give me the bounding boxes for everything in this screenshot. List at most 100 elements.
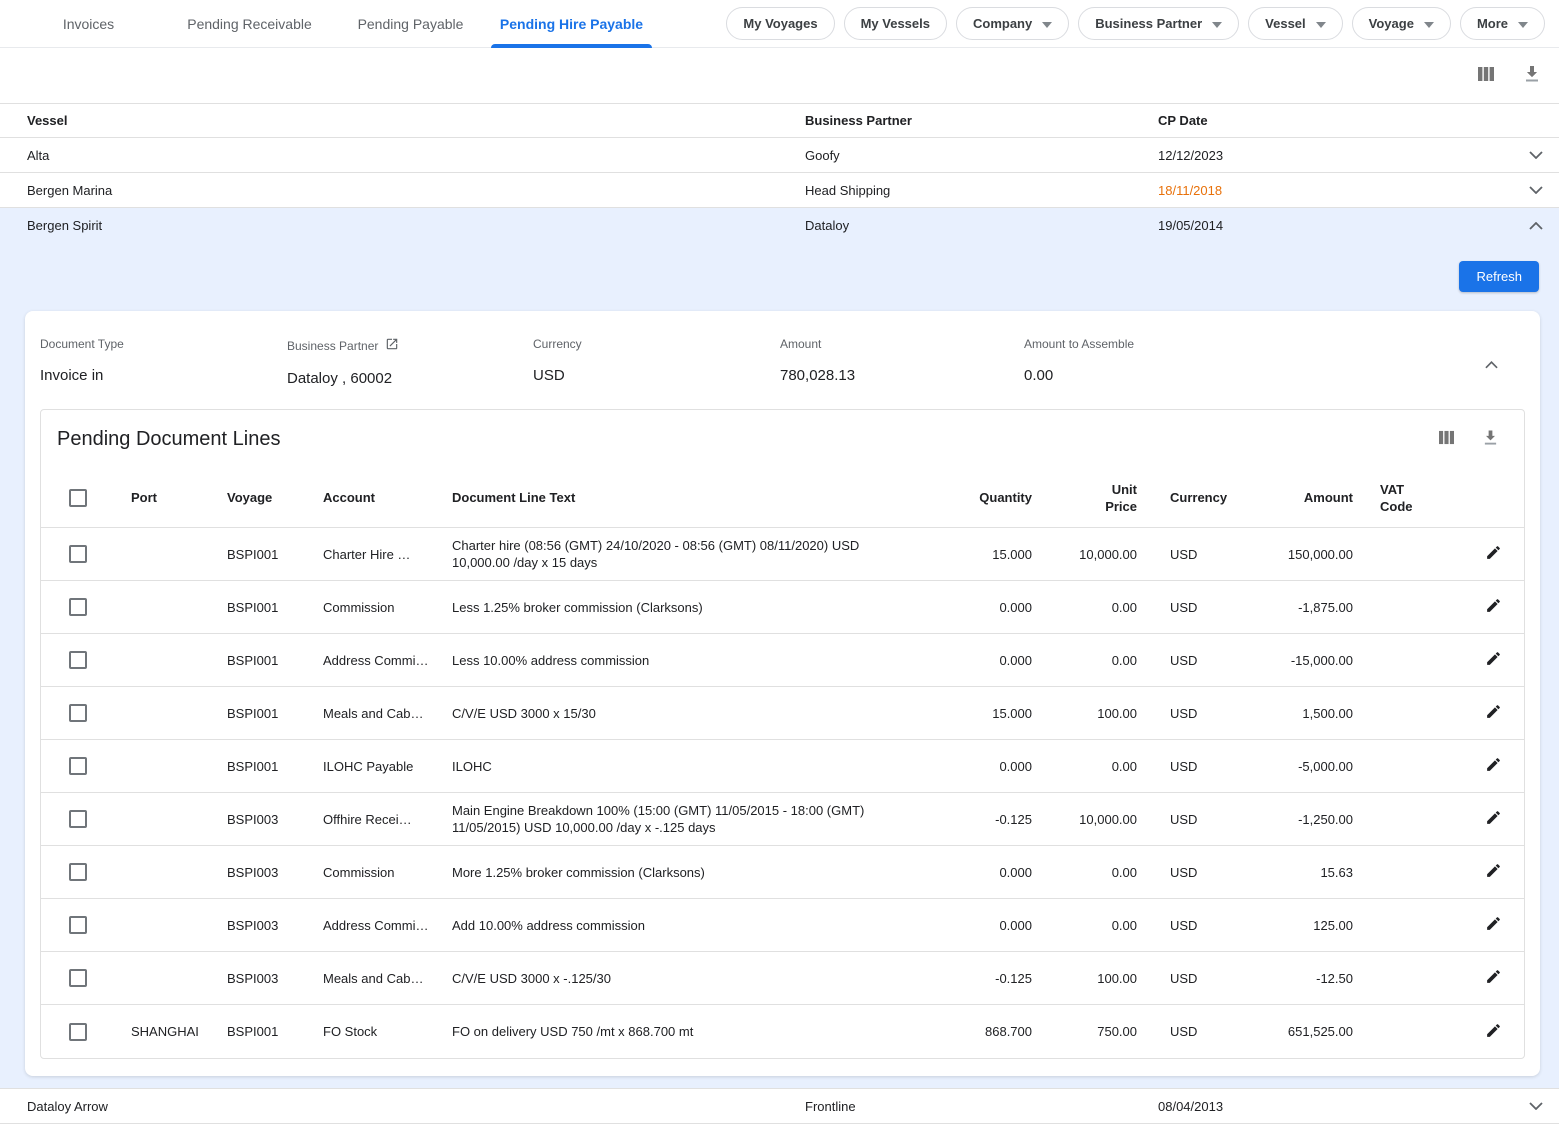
filter-chip-label: Vessel xyxy=(1265,16,1306,31)
line-checkbox[interactable] xyxy=(69,916,87,934)
vessel-name: Bergen Marina xyxy=(27,182,113,198)
line-text: ILOHC xyxy=(452,758,492,774)
edit-line-button[interactable] xyxy=(1482,594,1505,620)
col-header-business-partner: Business Partner xyxy=(805,113,912,128)
vessel-name: Alta xyxy=(27,147,50,163)
summary-field-value: USD xyxy=(533,367,565,384)
summary-field-label: Currency xyxy=(533,337,582,351)
business-partner-name: Dataloy xyxy=(805,218,850,233)
tab-pending-receivable[interactable]: Pending Receivable xyxy=(169,0,330,48)
filter-chip-vessel[interactable]: Vessel xyxy=(1248,7,1343,40)
line-checkbox[interactable] xyxy=(69,757,87,775)
filter-chip-business-partner[interactable]: Business Partner xyxy=(1078,7,1240,40)
edit-line-button[interactable] xyxy=(1482,753,1505,779)
line-checkbox[interactable] xyxy=(69,704,87,722)
line-amount: -1,875.00 xyxy=(1298,599,1353,615)
line-currency: USD xyxy=(1170,546,1198,562)
edit-line-button[interactable] xyxy=(1482,1019,1505,1045)
lines-view-columns-button[interactable] xyxy=(1436,428,1457,450)
tab-pending-payable[interactable]: Pending Payable xyxy=(330,0,491,48)
vessel-row[interactable]: Bergen Marina Head Shipping 18/11/2018 xyxy=(0,173,1559,208)
summary-field-value: Invoice in xyxy=(40,367,104,384)
pencil-icon xyxy=(1485,703,1502,723)
vessel-row[interactable]: Alta Goofy 12/12/2023 xyxy=(0,138,1559,173)
document-line-row: BSPI001 Address Commi… Less 10.00% address… xyxy=(41,634,1524,687)
line-account: ILOHC Payable xyxy=(323,758,414,774)
summary-field-amount: Amount 780,028.13 xyxy=(780,337,1024,387)
view-columns-button[interactable] xyxy=(1475,64,1497,87)
vessel-row-expanded[interactable]: Bergen Spirit Dataloy 19/05/2014 xyxy=(0,208,1559,243)
col-header-amount: Amount xyxy=(1303,490,1353,505)
line-account: Meals and Cab… xyxy=(323,970,424,986)
pencil-icon xyxy=(1485,756,1502,776)
chevron-down-icon[interactable] xyxy=(1529,1102,1543,1110)
chevron-down-icon[interactable] xyxy=(1529,151,1543,159)
line-quantity: 15.000 xyxy=(992,705,1032,721)
filter-chip-my-voyages[interactable]: My Voyages xyxy=(726,7,835,40)
col-header-vat-code: VAT Code xyxy=(1380,481,1413,514)
edit-line-button[interactable] xyxy=(1482,965,1505,991)
edit-line-button[interactable] xyxy=(1482,859,1505,885)
line-checkbox[interactable] xyxy=(69,863,87,881)
select-all-checkbox[interactable] xyxy=(69,488,87,507)
line-checkbox[interactable] xyxy=(69,1022,87,1041)
line-voyage: BSPI003 xyxy=(227,917,279,933)
line-checkbox[interactable] xyxy=(69,810,87,828)
download-icon xyxy=(1483,430,1498,449)
filter-chip-my-vessels[interactable]: My Vessels xyxy=(843,7,947,40)
edit-line-button[interactable] xyxy=(1482,647,1505,673)
line-quantity: -0.125 xyxy=(995,970,1032,986)
document-line-row: BSPI003 Offhire Recei… Main Engine Breakdo… xyxy=(41,793,1524,846)
filter-chip-voyage[interactable]: Voyage xyxy=(1351,7,1451,40)
chevron-up-icon[interactable] xyxy=(1529,221,1543,230)
table-toolbar xyxy=(0,48,1559,103)
filter-chip-company[interactable]: Company xyxy=(955,7,1070,40)
collapse-card-button[interactable] xyxy=(1481,353,1502,376)
tab-pending-hire-payable[interactable]: Pending Hire Payable xyxy=(491,0,652,48)
edit-line-button[interactable] xyxy=(1482,912,1505,938)
line-unit-price: 100.00 xyxy=(1097,970,1137,986)
line-voyage: BSPI001 xyxy=(227,599,279,615)
col-header-account: Account xyxy=(323,490,375,505)
document-line-row: BSPI003 Meals and Cab… C/V/E USD 3000 x -.… xyxy=(41,952,1524,1005)
col-header-port: Port xyxy=(131,490,157,505)
open-in-new-icon[interactable] xyxy=(385,337,399,354)
document-line-row: SHANGHAI BSPI001 FO Stock FO on delivery US… xyxy=(41,1005,1524,1058)
pencil-icon xyxy=(1485,650,1502,670)
tab-invoices[interactable]: Invoices xyxy=(8,0,169,48)
summary-field-label: Amount to Assemble xyxy=(1024,337,1135,351)
pending-document-lines-title: Pending Document Lines xyxy=(57,427,281,450)
line-text: C/V/E USD 3000 x 15/30 xyxy=(452,705,596,721)
line-checkbox[interactable] xyxy=(69,598,87,616)
vessels-table-header: Vessel Business Partner CP Date xyxy=(0,104,1559,138)
line-checkbox[interactable] xyxy=(69,545,87,563)
col-header-unit-price: Unit Price xyxy=(1105,481,1137,514)
document-line-row: BSPI001 Meals and Cab… C/V/E USD 3000 x 15… xyxy=(41,687,1524,740)
edit-line-button[interactable] xyxy=(1482,541,1505,567)
edit-line-button[interactable] xyxy=(1482,806,1505,832)
col-header-document-line-text: Document Line Text xyxy=(452,490,576,505)
edit-line-button[interactable] xyxy=(1482,700,1505,726)
view-columns-icon xyxy=(1477,66,1495,85)
expanded-vessel-panel: Refresh Document Type Invoice in Business … xyxy=(0,243,1559,1088)
line-checkbox[interactable] xyxy=(69,969,87,987)
summary-field-label: Business Partner xyxy=(287,337,533,354)
chevron-down-icon[interactable] xyxy=(1529,186,1543,194)
pencil-icon xyxy=(1485,809,1502,829)
line-unit-price: 0.00 xyxy=(1111,758,1137,774)
cp-date: 18/11/2018 xyxy=(1158,182,1223,198)
pending-document-card: Document Type Invoice in Business Partner D… xyxy=(25,311,1540,1076)
cp-date: 19/05/2014 xyxy=(1158,218,1224,233)
download-icon xyxy=(1524,65,1540,86)
line-amount: -1,250.00 xyxy=(1298,811,1353,827)
col-header-vessel: Vessel xyxy=(27,113,68,128)
refresh-button[interactable]: Refresh xyxy=(1459,261,1539,292)
download-button[interactable] xyxy=(1522,64,1542,88)
document-line-row: BSPI003 Address Commi… Add 10.00% address … xyxy=(41,899,1524,952)
line-quantity: -0.125 xyxy=(995,811,1032,827)
filter-chip-more[interactable]: More xyxy=(1459,7,1545,40)
vessel-row[interactable]: Dataloy Arrow Frontline 08/04/2013 xyxy=(0,1088,1559,1124)
lines-download-button[interactable] xyxy=(1481,428,1500,451)
filter-chip-label: My Vessels xyxy=(860,16,930,31)
line-checkbox[interactable] xyxy=(69,651,87,669)
